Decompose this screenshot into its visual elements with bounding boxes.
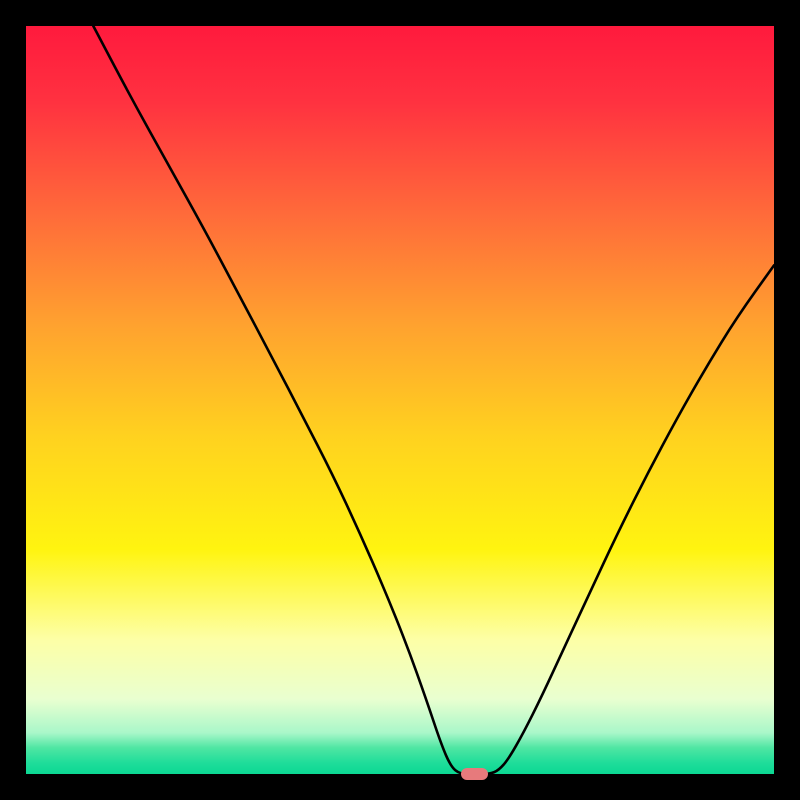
chart-svg xyxy=(0,0,800,800)
chart xyxy=(0,0,800,800)
chart-stage: TheBottleneck.com xyxy=(0,0,800,800)
plot-background xyxy=(26,26,774,774)
